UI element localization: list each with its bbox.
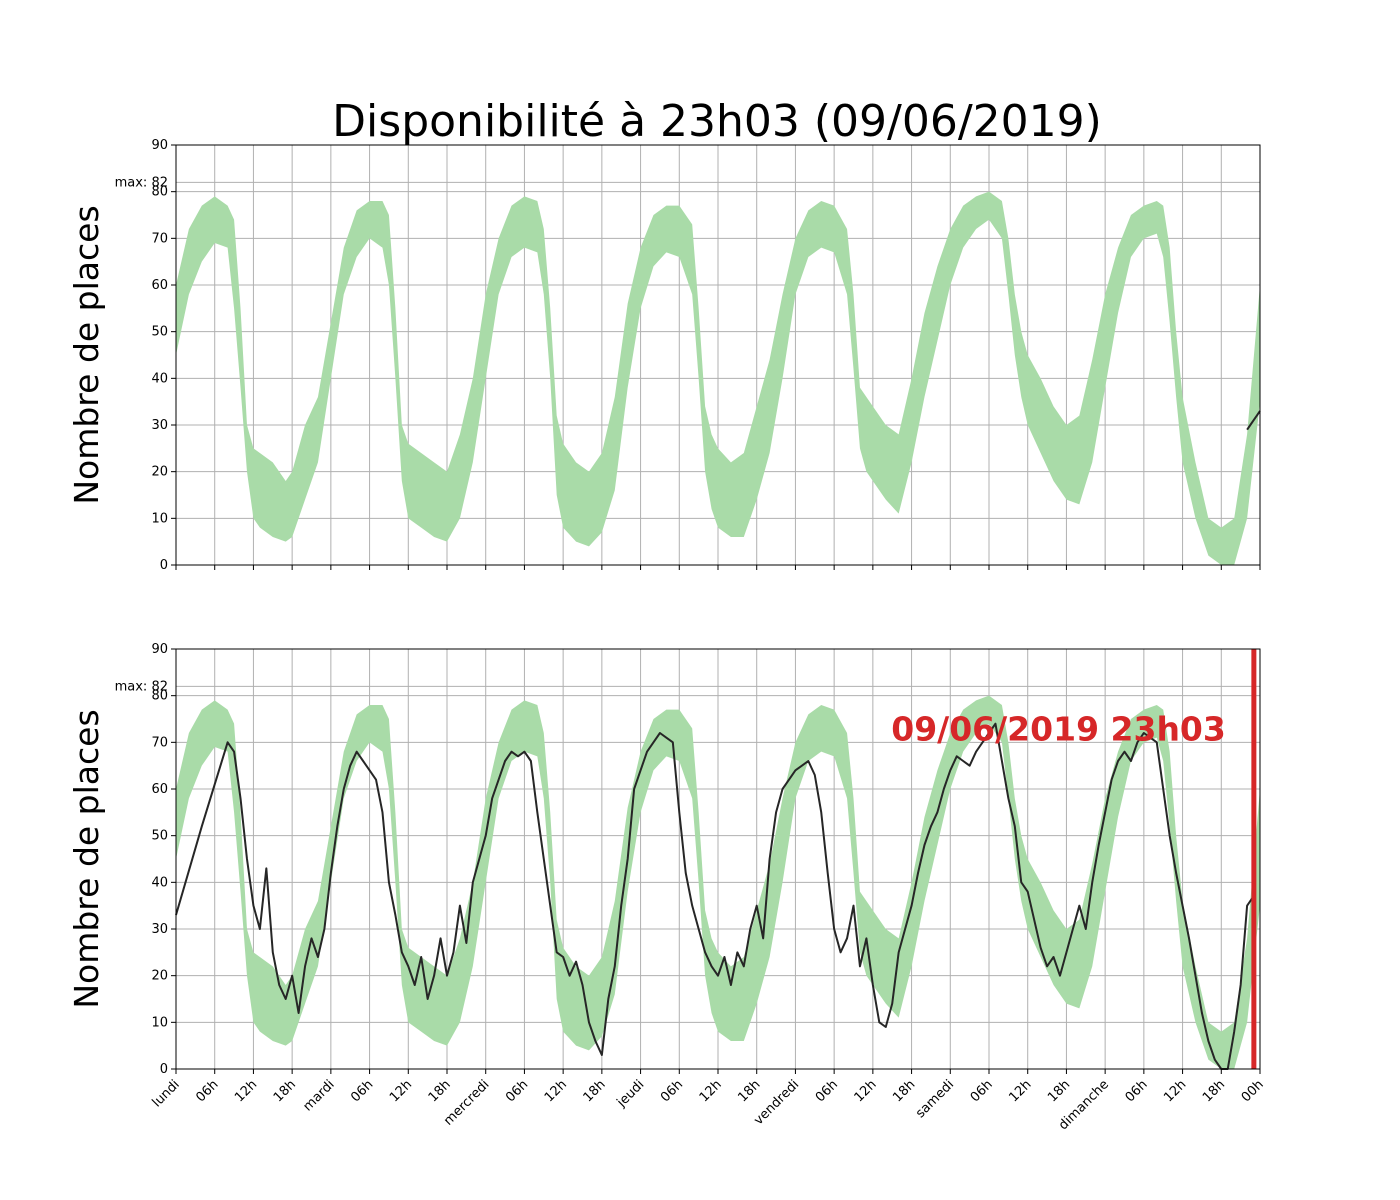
y-tick-label: 50 [151,325,168,340]
y-tick-label: 10 [151,1015,168,1030]
y-tick-label: 30 [151,922,168,937]
max-label: max: 82 [115,175,168,190]
y-axis-label: Nombre de places [67,205,106,504]
y-tick-label: 60 [151,278,168,293]
y-tick-label: 20 [151,969,168,984]
timestamp-annotation: 09/06/2019 23h03 [891,709,1226,748]
y-tick-label: 70 [151,231,168,246]
y-tick-label: 90 [151,642,168,657]
bottom-panel: 0 10 20 30 40 50 60 70 80 90 max: 82 Nombre de plac… [67,642,1267,1133]
occupancy-line [1246,410,1261,431]
y-tick-label: 90 [151,138,168,153]
y-tick-label: 40 [151,875,168,890]
y-tick-label: 80 [151,185,168,200]
availability-band [176,191,1260,565]
chart-title: Disponibilité à 23h03 (09/06/2019) [332,96,1102,147]
y-tick-label: 50 [151,829,168,844]
y-tick-label: 0 [160,558,168,573]
max-label: max: 82 [115,679,168,694]
top-panel: 0 10 20 30 40 50 60 70 80 90 max: 82 Nombre de plac… [67,138,1261,573]
y-tick-label: 80 [151,689,168,704]
y-tick-label: 40 [151,371,168,386]
y-tick-label: 10 [151,511,168,526]
y-axis-label: Nombre de places [67,709,106,1008]
y-tick-label: 60 [151,782,168,797]
y-tick-label: 30 [151,418,168,433]
y-tick-label: 20 [151,465,168,480]
y-tick-label: 0 [160,1062,168,1077]
y-tick-label: 70 [151,735,168,750]
occupancy-line [175,722,1255,1070]
